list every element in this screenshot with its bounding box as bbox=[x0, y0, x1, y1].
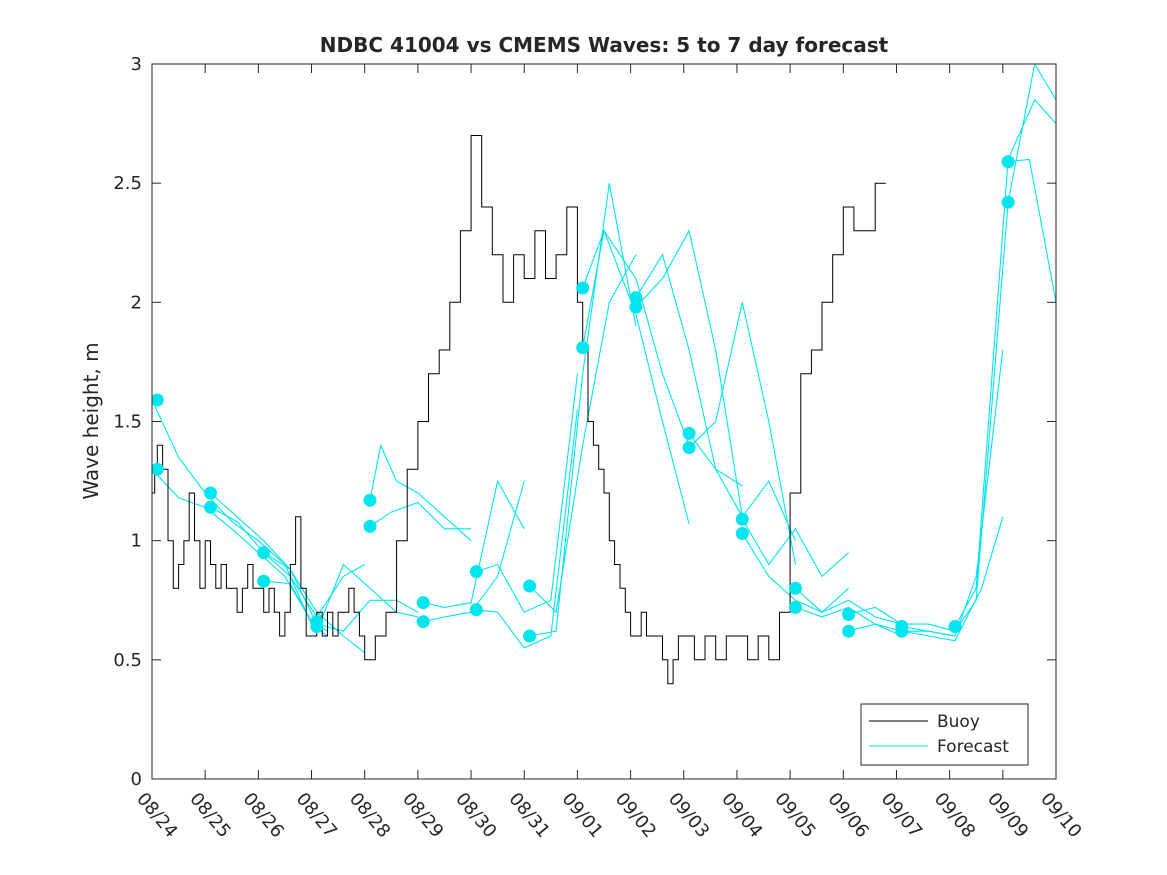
x-tick-label: 08/31 bbox=[504, 789, 553, 842]
forecast-marker bbox=[363, 493, 377, 507]
x-tick-label: 09/03 bbox=[664, 789, 713, 842]
forecast-marker bbox=[735, 512, 749, 526]
x-tick-label: 09/08 bbox=[930, 789, 979, 842]
y-axis: 0 0.5 1 1.5 2 2.5 3 bbox=[113, 54, 1056, 790]
forecast-marker bbox=[204, 486, 217, 500]
forecast-line bbox=[582, 229, 690, 446]
forecast-marker bbox=[1001, 155, 1015, 169]
forecast-line bbox=[741, 518, 849, 578]
forecast-marker bbox=[257, 546, 271, 560]
forecast-line bbox=[263, 563, 419, 633]
forecast-line bbox=[210, 492, 366, 654]
forecast-marker bbox=[523, 579, 537, 593]
x-tick-label: 08/25 bbox=[185, 789, 234, 842]
forecast-marker bbox=[576, 341, 590, 355]
x-tick-label: 08/30 bbox=[451, 789, 500, 842]
forecast-marker bbox=[682, 426, 696, 440]
forecast-marker bbox=[523, 629, 537, 643]
forecast-marker bbox=[895, 624, 909, 638]
forecast-marker bbox=[416, 615, 430, 629]
plot-area bbox=[152, 64, 1056, 685]
x-tick-label: 09/04 bbox=[717, 789, 766, 842]
forecast-marker bbox=[469, 603, 483, 617]
forecast-marker bbox=[682, 441, 696, 455]
forecast-line bbox=[1008, 158, 1056, 303]
x-tick-label: 08/24 bbox=[132, 789, 181, 842]
forecast-line bbox=[795, 587, 902, 625]
forecast-marker bbox=[842, 624, 856, 638]
x-tick-label: 09/05 bbox=[770, 789, 819, 842]
forecast-marker bbox=[948, 620, 962, 633]
forecast-marker bbox=[629, 291, 643, 305]
x-tick-label: 09/10 bbox=[1036, 789, 1085, 842]
forecast-line bbox=[529, 183, 637, 637]
forecast-line bbox=[210, 506, 365, 618]
forecast-line bbox=[529, 254, 637, 614]
forecast-marker bbox=[469, 565, 483, 579]
forecast-marker bbox=[416, 596, 430, 610]
chart-title: NDBC 41004 vs CMEMS Waves: 5 to 7 day fo… bbox=[320, 33, 889, 57]
forecast-marker bbox=[788, 600, 802, 614]
forecast-line bbox=[263, 552, 419, 632]
y-tick-label: 1 bbox=[131, 531, 142, 552]
y-tick-label: 0 bbox=[131, 769, 142, 790]
x-tick-label: 09/01 bbox=[558, 789, 607, 842]
x-tick-label: 08/27 bbox=[292, 789, 341, 842]
forecast-marker bbox=[152, 462, 164, 476]
x-tick-label: 08/26 bbox=[239, 789, 288, 842]
y-tick-label: 2.5 bbox=[113, 173, 142, 194]
forecast-marker bbox=[735, 527, 749, 540]
forecast-line bbox=[369, 501, 472, 530]
y-tick-label: 0.5 bbox=[113, 650, 142, 671]
forecast-line bbox=[954, 98, 1056, 627]
x-tick-label: 08/28 bbox=[345, 789, 394, 842]
forecast-marker bbox=[310, 620, 324, 633]
x-tick-label: 09/07 bbox=[877, 789, 926, 842]
forecast-marker bbox=[576, 281, 590, 295]
y-tick-label: 3 bbox=[131, 54, 142, 75]
forecast-marker bbox=[152, 393, 164, 407]
forecast-line bbox=[423, 479, 525, 608]
forecast-line bbox=[688, 302, 796, 565]
legend-label-buoy: Buoy bbox=[937, 712, 980, 732]
x-tick-label: 09/09 bbox=[983, 789, 1032, 842]
forecast-line bbox=[635, 229, 743, 517]
y-tick-label: 2 bbox=[131, 292, 142, 313]
forecast-line bbox=[476, 409, 578, 649]
forecast-line bbox=[582, 228, 690, 525]
x-tick-label: 08/29 bbox=[398, 789, 447, 842]
forecast-line bbox=[795, 606, 903, 637]
legend-box bbox=[860, 703, 1029, 766]
legend: Buoy Forecast bbox=[860, 703, 1029, 766]
forecast-line bbox=[476, 373, 578, 613]
forecast-marker bbox=[1001, 195, 1015, 209]
forecast-marker bbox=[257, 574, 271, 588]
forecast-marker bbox=[204, 500, 217, 514]
forecast-marker bbox=[363, 519, 377, 533]
forecast-line bbox=[369, 443, 472, 542]
forecast-line bbox=[741, 533, 849, 613]
forecast-line bbox=[954, 64, 1056, 632]
y-axis-label: Wave height, m bbox=[79, 342, 103, 499]
forecast-marker bbox=[842, 608, 856, 621]
forecast-line bbox=[901, 349, 1004, 637]
buoy-line bbox=[152, 135, 886, 685]
axes-box bbox=[151, 63, 1057, 780]
forecast-marker bbox=[629, 300, 643, 314]
forecast-marker bbox=[788, 581, 802, 595]
y-tick-label: 1.5 bbox=[113, 412, 142, 433]
legend-label-forecast: Forecast bbox=[937, 737, 1009, 757]
forecast-line bbox=[635, 253, 743, 487]
forecast-line bbox=[901, 516, 1004, 642]
x-tick-label: 09/02 bbox=[611, 789, 660, 842]
x-tick-label: 09/06 bbox=[823, 789, 872, 842]
